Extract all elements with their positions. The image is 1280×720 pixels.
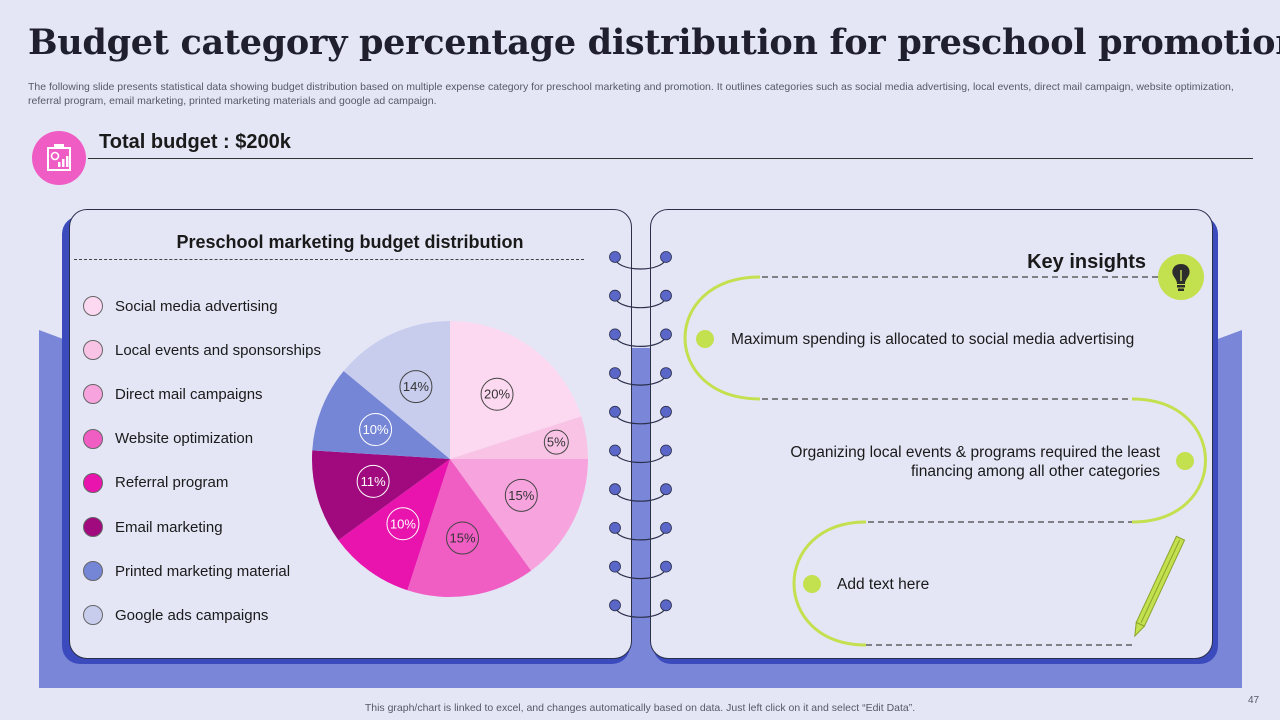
legend-swatch	[83, 296, 103, 316]
chart-title-divider	[74, 259, 584, 260]
binder-ring	[609, 599, 672, 618]
notebook-rings	[609, 251, 672, 618]
legend-swatch	[83, 561, 103, 582]
insight-item: Organizing local events & programs requi…	[790, 444, 1160, 480]
legend-swatch	[83, 340, 103, 361]
legend-label: Email marketing	[115, 518, 223, 536]
data-label: 15%	[450, 531, 476, 546]
insight-item: Maximum spending is allocated to social …	[731, 331, 1135, 348]
lightbulb-icon	[1158, 254, 1204, 300]
binder-ring	[609, 560, 672, 580]
legend-swatch	[83, 605, 103, 626]
legend-swatch	[83, 472, 103, 493]
binder-ring	[609, 289, 672, 309]
chart-title: Preschool marketing budget distribution	[176, 232, 524, 252]
data-label: 5%	[547, 435, 566, 450]
binder-ring	[609, 444, 672, 464]
binder-ring	[609, 251, 672, 270]
data-label: 10%	[363, 422, 389, 437]
binder-ring	[609, 328, 672, 347]
binder-ring	[609, 521, 672, 541]
legend-label: Google ads campaigns	[115, 606, 269, 624]
data-label-bubble	[359, 413, 393, 447]
binder-ring	[609, 483, 672, 502]
legend-swatch	[83, 384, 103, 405]
legend-label: Social media advertising	[115, 297, 278, 315]
legend-item: Referral program	[83, 471, 228, 495]
footer-note: This graph/chart is linked to excel, and…	[364, 702, 916, 714]
pie-slice	[450, 321, 582, 459]
data-label: 15%	[508, 488, 534, 503]
data-label-bubble	[480, 377, 514, 411]
data-label: 10%	[390, 516, 416, 531]
legend-item: Social media advertising	[83, 294, 278, 318]
legend-item: Local events and sponsorships	[83, 338, 321, 362]
legend-label: Referral program	[115, 474, 229, 492]
insights-panel	[650, 209, 1213, 659]
legend-item: Printed marketing material	[83, 559, 290, 583]
pie-slice	[343, 321, 450, 459]
insight-item: Add text here	[837, 576, 930, 593]
data-label-bubble	[386, 507, 420, 541]
legend-item: Email marketing	[83, 515, 223, 539]
pie-slice	[450, 459, 588, 571]
pie-chart: 20% 5% 15% 15% 10% 11% 10% 14%	[312, 321, 588, 597]
binder-ring	[609, 367, 672, 386]
data-label-bubble	[504, 478, 538, 512]
budget-divider	[88, 158, 1253, 159]
legend-label: Printed marketing material	[115, 562, 291, 580]
data-label: 14%	[403, 379, 429, 394]
insights-title: Key insights	[1027, 251, 1146, 273]
data-label-bubble	[446, 521, 480, 555]
slide-title: Budget category percentage distribution …	[28, 22, 1280, 63]
data-label: 11%	[361, 474, 386, 489]
legend-label: Website optimization	[115, 430, 254, 448]
legend-item: Direct mail campaigns	[83, 382, 263, 406]
page-number: 47	[1248, 695, 1260, 706]
legend-swatch	[83, 428, 103, 449]
legend-item: Google ads campaigns	[83, 603, 268, 627]
legend-item: Website optimization	[83, 427, 253, 451]
legend-swatch	[83, 517, 103, 537]
slide-subtitle: The following slide presents statistical…	[28, 81, 1234, 107]
data-label-bubble	[543, 429, 569, 455]
legend-label: Direct mail campaigns	[115, 385, 263, 403]
data-label: 20%	[484, 387, 510, 402]
presentation-chart-icon	[32, 131, 86, 185]
total-budget-label: Total budget : $200k	[99, 131, 291, 153]
data-label-bubble	[399, 370, 433, 404]
binder-ring	[609, 405, 672, 425]
legend-label: Local events and sponsorships	[115, 341, 321, 359]
data-label-bubble	[356, 464, 390, 498]
